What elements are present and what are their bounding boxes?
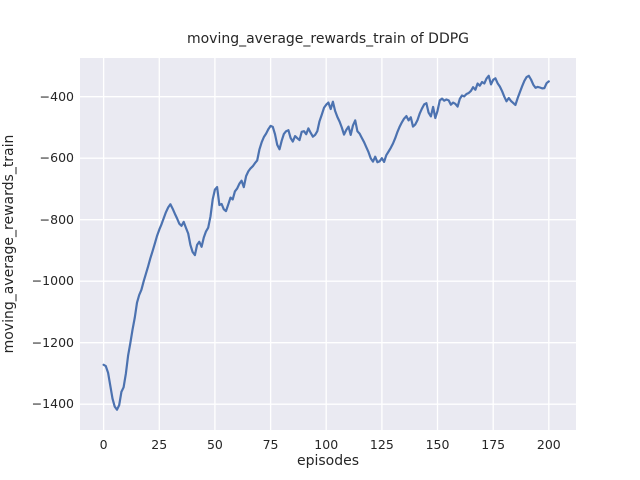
series-line — [102, 74, 550, 411]
y-tick-label: −1000 — [31, 273, 74, 289]
x-tick-label: 200 — [536, 437, 561, 452]
y-axis-label: moving_average_rewards_train — [1, 134, 17, 354]
plot-area — [80, 58, 576, 430]
x-tick-label: 100 — [314, 437, 339, 452]
x-tick-label: 125 — [369, 437, 394, 452]
y-tick-label: −400 — [39, 88, 74, 104]
x-axis-label: episodes — [296, 453, 360, 469]
x-tick-label: 25 — [151, 437, 168, 452]
x-tick-label: 75 — [262, 437, 279, 452]
y-tick-label: −600 — [39, 150, 74, 166]
y-tick-label: −1200 — [31, 334, 74, 350]
y-tick-label: −800 — [39, 211, 74, 227]
chart-title: moving_average_rewards_train of DDPG — [186, 31, 470, 47]
y-tick-label: −1400 — [31, 396, 74, 412]
x-tick-label: 175 — [481, 437, 506, 452]
x-tick-label: 50 — [206, 437, 223, 452]
x-tick-label: 150 — [425, 437, 450, 452]
x-tick-label: 0 — [99, 437, 108, 452]
